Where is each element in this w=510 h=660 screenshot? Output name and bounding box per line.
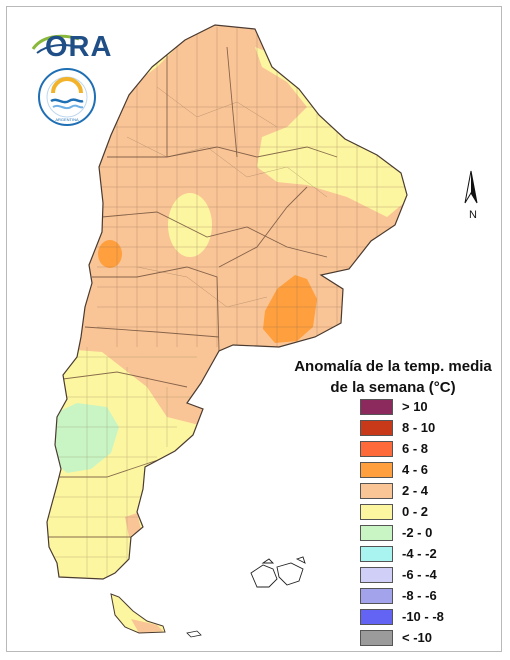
malvinas-islands — [250, 556, 306, 588]
legend-label: -10 - -8 — [402, 609, 444, 624]
legend-swatch — [360, 441, 393, 457]
brand-logo-text: ORA — [45, 31, 113, 63]
legend-title-line1: Anomalía de la temp. media — [294, 358, 492, 375]
map-frame: ARGENTINA ORA N Anomalía de la temp. med… — [6, 6, 502, 652]
legend-label: -6 - -4 — [402, 567, 437, 582]
legend-label: 4 - 6 — [402, 462, 429, 477]
legend-swatch — [360, 546, 393, 562]
legend-label: -8 - -6 — [402, 588, 437, 603]
legend-swatch — [360, 420, 393, 436]
legend-swatch — [360, 483, 393, 499]
legend-label: 0 - 2 — [402, 504, 429, 519]
smn-seal-icon: ARGENTINA — [38, 68, 96, 126]
legend-swatch — [360, 504, 393, 520]
legend-swatch — [360, 609, 393, 625]
ora-logo-icon — [31, 34, 80, 54]
legend-label: 8 - 10 — [402, 420, 436, 435]
legend-label: > 10 — [402, 399, 428, 414]
legend-label: 2 - 4 — [402, 483, 429, 498]
legend-title-line2: de la semana (°C) — [330, 379, 456, 396]
north-arrow-icon — [464, 170, 478, 204]
compass-north-label: N — [469, 209, 477, 221]
legend-swatch — [360, 462, 393, 478]
legend-label: -2 - 0 — [402, 525, 433, 540]
legend-swatch — [360, 567, 393, 583]
legend-label: -4 - -2 — [402, 546, 437, 561]
isla-de-los-estados — [186, 630, 202, 638]
legend-swatch — [360, 630, 393, 646]
legend-swatch — [360, 525, 393, 541]
legend-label: 6 - 8 — [402, 441, 429, 456]
argentina-anomaly-map: ARGENTINA — [31, 24, 478, 638]
legend-swatch — [360, 588, 393, 604]
svg-text:ARGENTINA: ARGENTINA — [55, 117, 79, 122]
legend-swatch — [360, 399, 393, 415]
legend-label: < -10 — [402, 630, 432, 645]
tierra-del-fuego — [110, 593, 166, 634]
